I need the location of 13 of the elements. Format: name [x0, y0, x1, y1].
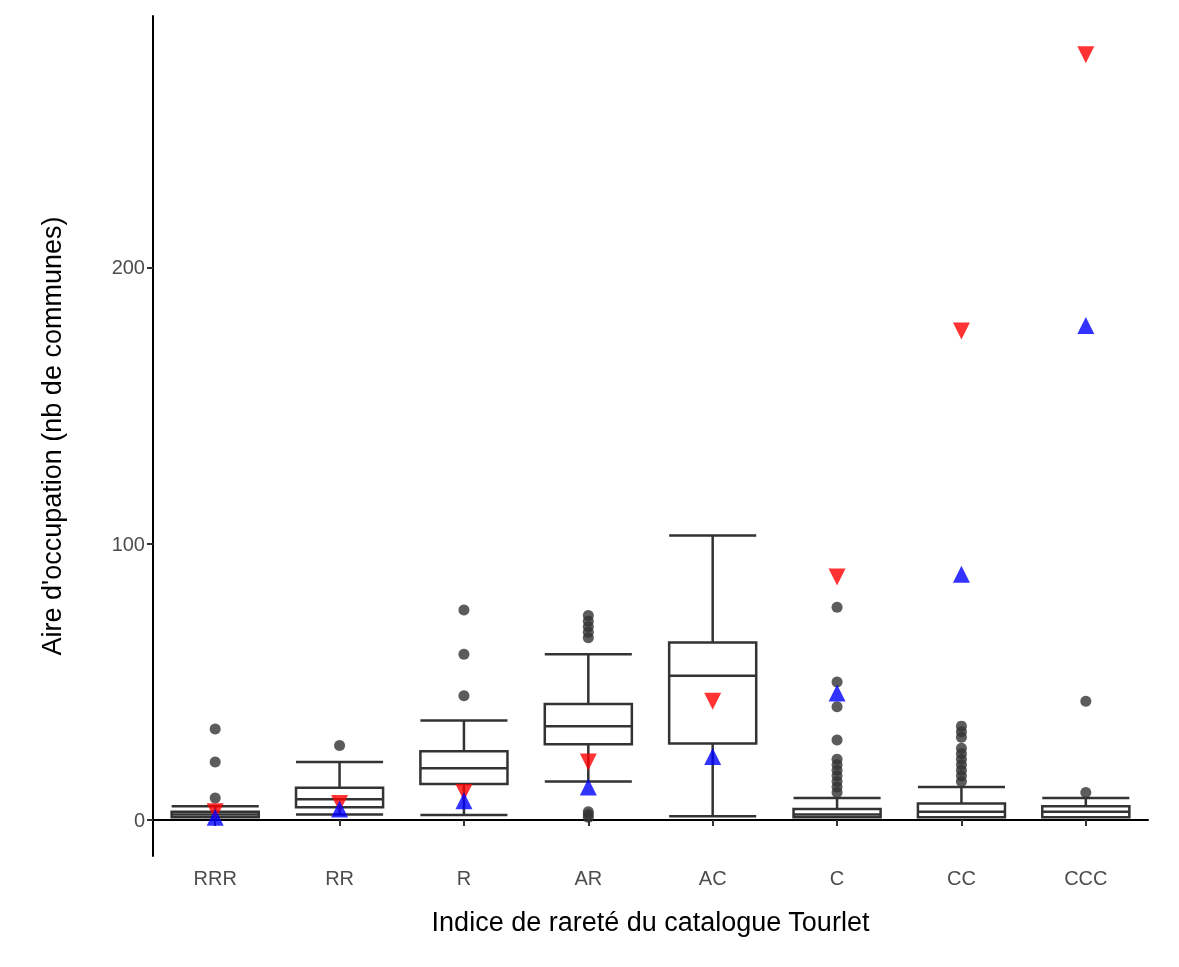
x-tick-label: C	[829, 867, 845, 889]
x-tick-label: CCC	[1064, 867, 1108, 889]
x-axis-title: Indice de rareté du catalogue Tourlet	[431, 906, 870, 937]
y-axis-title: Aire d'occupation (nb de communes)	[36, 216, 67, 656]
x-tick-label: R	[456, 867, 472, 889]
x-tick-label: AR	[574, 867, 603, 889]
y-tick-label: 200	[111, 256, 145, 279]
y-tick-label: 100	[111, 532, 145, 555]
x-tick-label: RR	[325, 867, 355, 889]
x-tick-label: AC	[698, 867, 727, 889]
x-tick-label: RRR	[193, 867, 237, 889]
x-tick-label: CC	[946, 867, 976, 889]
y-tick-label: 0	[133, 809, 145, 832]
